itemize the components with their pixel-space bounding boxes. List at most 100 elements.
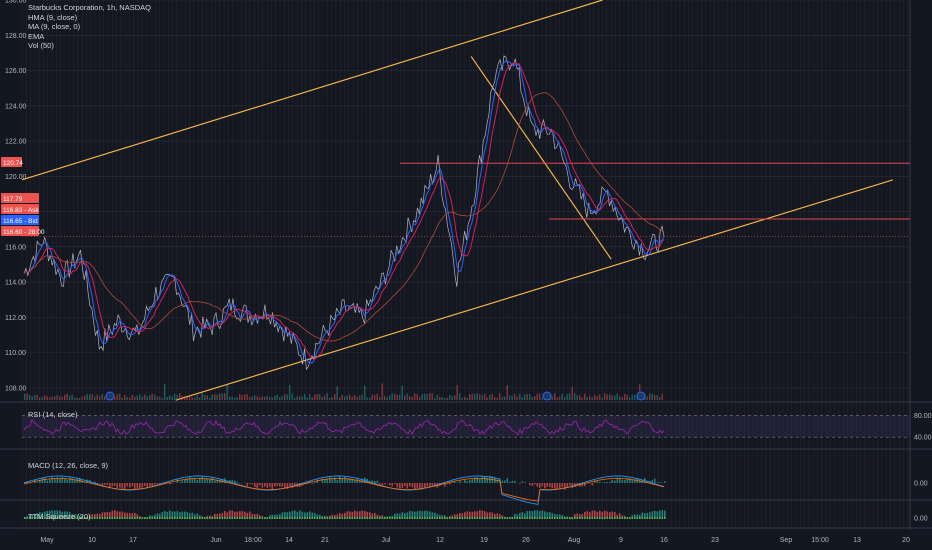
volume-bar bbox=[424, 393, 426, 400]
macd-bar bbox=[59, 478, 61, 483]
legend-vol[interactable]: Vol (50) bbox=[28, 41, 54, 51]
macd-bar bbox=[611, 479, 614, 483]
squeeze-bar bbox=[41, 512, 44, 518]
squeeze-dot bbox=[534, 517, 536, 519]
squeeze-bar bbox=[366, 511, 369, 518]
rsi-pane-title[interactable]: RSI (14, close) bbox=[28, 410, 78, 419]
squeeze-dot bbox=[119, 517, 121, 519]
volume-bar bbox=[444, 397, 446, 400]
squeeze-dot bbox=[256, 517, 259, 519]
macd-bar bbox=[454, 481, 456, 483]
squeeze-bar bbox=[589, 512, 591, 518]
volume-bar bbox=[81, 396, 83, 400]
squeeze-dot bbox=[241, 517, 244, 519]
squeeze-dot bbox=[619, 517, 621, 519]
squeeze-bar bbox=[639, 514, 641, 518]
squeeze-dot bbox=[571, 517, 574, 519]
squeeze-bar bbox=[109, 512, 111, 518]
macd-bar bbox=[236, 481, 239, 483]
volume-bar bbox=[181, 395, 183, 400]
volume-bar bbox=[194, 397, 196, 400]
squeeze-dot bbox=[524, 517, 526, 519]
squeeze-dot bbox=[149, 517, 151, 519]
legend-ma[interactable]: MA (9, close, 0) bbox=[28, 22, 81, 32]
squeeze-bar bbox=[71, 514, 74, 518]
squeeze-dot bbox=[316, 517, 319, 519]
squeeze-bar bbox=[491, 512, 494, 518]
squeeze-bar bbox=[106, 511, 109, 518]
volume-bar bbox=[376, 393, 378, 400]
macd-bar bbox=[446, 483, 449, 484]
volume-bar bbox=[284, 394, 286, 400]
macd-bar bbox=[231, 480, 234, 483]
volume-bar bbox=[339, 397, 341, 400]
volume-bar bbox=[509, 395, 511, 400]
macd-bar bbox=[181, 480, 184, 483]
rsi-level-label: 40.00 bbox=[914, 435, 932, 442]
squeeze-dot bbox=[661, 517, 664, 519]
legend-ema[interactable]: EMA bbox=[28, 31, 45, 41]
squeeze-bar bbox=[631, 515, 634, 518]
macd-bar bbox=[259, 483, 261, 486]
squeeze-dot bbox=[311, 517, 314, 519]
squeeze-bar bbox=[351, 511, 354, 518]
squeeze-dot bbox=[514, 517, 516, 519]
squeeze-dot bbox=[271, 517, 274, 519]
volume-bar bbox=[286, 394, 288, 400]
squeeze-dot bbox=[586, 517, 589, 519]
volume-bar bbox=[46, 396, 48, 400]
macd-bar bbox=[481, 476, 484, 483]
squeeze-bar bbox=[164, 510, 166, 518]
squeeze-pane-title[interactable]: TTM Squeeze (20) bbox=[28, 512, 91, 521]
squeeze-dot bbox=[151, 517, 154, 519]
macd-bar bbox=[404, 483, 406, 487]
macd-bar bbox=[426, 483, 429, 487]
price-tag-bg bbox=[1, 215, 39, 225]
squeeze-dot bbox=[556, 517, 559, 519]
squeeze-bar bbox=[534, 510, 536, 518]
squeeze-dot bbox=[36, 517, 39, 519]
volume-bar bbox=[536, 393, 538, 400]
macd-bar bbox=[109, 483, 111, 488]
volume-bar bbox=[586, 396, 588, 400]
volume-bar bbox=[219, 393, 221, 400]
macd-bar bbox=[276, 483, 279, 487]
squeeze-bar bbox=[354, 510, 356, 518]
macd-bar bbox=[631, 479, 634, 483]
squeeze-bar bbox=[61, 511, 64, 518]
squeeze-bar bbox=[649, 512, 651, 518]
macd-bar bbox=[429, 483, 431, 487]
squeeze-bar bbox=[254, 514, 256, 518]
macd-bar bbox=[564, 483, 566, 490]
macd-bar bbox=[606, 482, 609, 483]
volume-bar bbox=[54, 396, 56, 400]
squeeze-bar bbox=[419, 510, 421, 518]
rsi-line bbox=[23, 419, 665, 436]
squeeze-dot bbox=[106, 517, 109, 519]
squeeze-bar bbox=[119, 511, 121, 518]
macd-bar bbox=[521, 481, 524, 483]
macd-bar bbox=[134, 483, 136, 490]
squeeze-bar bbox=[104, 512, 106, 518]
squeeze-bar bbox=[479, 510, 481, 518]
squeeze-dot bbox=[264, 517, 266, 519]
squeeze-dot bbox=[211, 517, 214, 519]
squeeze-bar bbox=[314, 513, 316, 518]
macd-bar bbox=[154, 483, 156, 485]
price-tick-label: 110.00 bbox=[5, 350, 26, 357]
macd-pane-title[interactable]: MACD (12, 26, close, 9) bbox=[28, 461, 109, 470]
squeeze-dot bbox=[329, 517, 331, 519]
squeeze-bar bbox=[329, 515, 331, 518]
time-tick-label: 19 bbox=[480, 537, 488, 544]
macd-bar bbox=[214, 480, 216, 483]
squeeze-bar bbox=[459, 513, 461, 518]
volume-bar bbox=[199, 397, 201, 400]
squeeze-dot bbox=[244, 517, 246, 519]
squeeze-bar bbox=[411, 511, 414, 518]
macd-bar bbox=[149, 483, 151, 487]
squeeze-dot bbox=[144, 517, 146, 519]
squeeze-dot bbox=[129, 517, 131, 519]
legend-hma[interactable]: HMA (9, close) bbox=[28, 12, 78, 22]
squeeze-bar bbox=[359, 511, 361, 518]
